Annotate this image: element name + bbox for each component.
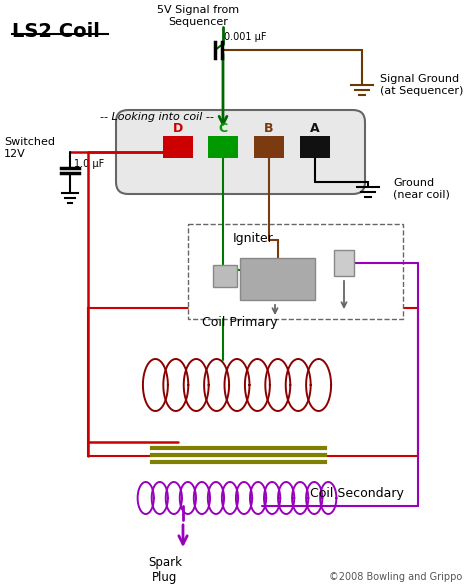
Bar (208, 136, 238, 158)
Text: D: D (173, 122, 183, 135)
Text: 0.001 μF: 0.001 μF (224, 32, 266, 42)
Text: Igniter: Igniter (233, 232, 273, 245)
Text: LS2 Coil: LS2 Coil (12, 22, 100, 41)
Text: Coil Primary: Coil Primary (202, 316, 278, 329)
Text: 1.0 μF: 1.0 μF (74, 159, 104, 169)
Bar (163, 136, 193, 158)
Text: Spark
Plug: Spark Plug (148, 556, 182, 584)
Text: Ground
(near coil): Ground (near coil) (393, 178, 450, 199)
Text: B: B (264, 122, 274, 135)
Text: A: A (310, 122, 320, 135)
Text: C: C (219, 122, 228, 135)
Bar (334, 250, 354, 276)
Bar (88, 308, 418, 456)
Text: -- Looking into coil --: -- Looking into coil -- (100, 112, 214, 122)
Bar (240, 258, 315, 300)
Bar (213, 265, 237, 287)
Text: Switched
12V: Switched 12V (4, 137, 55, 159)
Text: Signal Ground
(at Sequencer): Signal Ground (at Sequencer) (380, 74, 464, 96)
Text: ©2008 Bowling and Grippo: ©2008 Bowling and Grippo (329, 572, 462, 582)
Bar (188, 224, 403, 319)
FancyBboxPatch shape (116, 110, 365, 194)
Text: Coil Secondary: Coil Secondary (310, 487, 404, 500)
Bar (300, 136, 330, 158)
Text: 5V Signal from
Sequencer: 5V Signal from Sequencer (157, 5, 239, 26)
Bar (254, 136, 284, 158)
